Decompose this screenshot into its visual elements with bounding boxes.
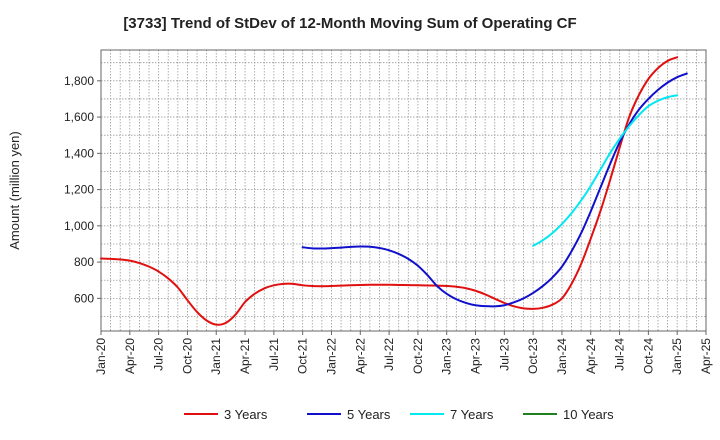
x-tick-label: Jul-22	[382, 338, 396, 371]
x-tick-label: Apr-22	[353, 338, 367, 374]
x-tick-label: Apr-21	[238, 338, 252, 374]
x-tick-label: Jan-22	[324, 338, 338, 375]
y-tick-label: 1,200	[64, 183, 94, 197]
legend-label: 3 Years	[224, 407, 268, 422]
x-tick-label: Jul-24	[613, 338, 627, 371]
x-tick-label: Jan-24	[555, 338, 569, 375]
legend-item-3-years: 3 Years	[184, 407, 268, 422]
x-axis-ticks: Jan-20 Apr-20 Jul-20 Oct-20 Jan-21 Apr-21 Jul-…	[94, 331, 713, 375]
x-tick-label: Apr-23	[469, 338, 483, 374]
x-tick-label: Oct-20	[180, 338, 194, 374]
x-tick-label: Oct-22	[411, 338, 425, 374]
plot-area-frame	[100, 49, 707, 332]
grid-lines	[101, 50, 706, 331]
series-layer	[100, 56, 688, 326]
x-tick-label: Apr-24	[584, 338, 598, 374]
chart-title: [3733] Trend of StDev of 12-Month Moving…	[123, 15, 576, 32]
y-tick-label: 1,800	[64, 74, 94, 88]
x-tick-label: Jan-25	[670, 338, 684, 375]
x-tick-label: Jul-20	[152, 338, 166, 371]
series-line-3-years	[100, 56, 679, 326]
series-line-7-years	[532, 94, 679, 247]
legend-item-7-years: 7 Years	[410, 407, 494, 422]
y-tick-label: 800	[74, 255, 94, 269]
y-axis-title: Amount (million yen)	[7, 131, 22, 250]
x-tick-label: Jan-21	[209, 338, 223, 375]
legend: 3 Years 5 Years 7 Years 10 Years	[184, 407, 614, 422]
y-tick-label: 1,400	[64, 146, 94, 160]
x-tick-label: Jul-23	[497, 338, 511, 371]
legend-label: 5 Years	[347, 407, 391, 422]
x-tick-label: Jan-20	[94, 338, 108, 375]
y-tick-label: 1,000	[64, 219, 94, 233]
y-tick-label: 1,600	[64, 110, 94, 124]
x-tick-label: Apr-25	[699, 338, 713, 374]
x-tick-label: Oct-24	[641, 338, 655, 374]
legend-label: 7 Years	[450, 407, 494, 422]
legend-item-5-years: 5 Years	[307, 407, 391, 422]
y-tick-label: 600	[74, 291, 94, 305]
x-tick-label: Oct-21	[296, 338, 310, 374]
x-tick-label: Apr-20	[123, 338, 137, 374]
legend-label: 10 Years	[563, 407, 614, 422]
x-tick-label: Jan-23	[440, 338, 454, 375]
series-line-5-years	[301, 72, 688, 308]
y-axis-ticks: 600 800 1,000 1,200 1,400 1,600 1,800	[64, 74, 101, 305]
x-tick-label: Oct-23	[526, 338, 540, 374]
legend-item-10-years: 10 Years	[523, 407, 614, 422]
x-tick-label: Jul-21	[267, 338, 281, 371]
